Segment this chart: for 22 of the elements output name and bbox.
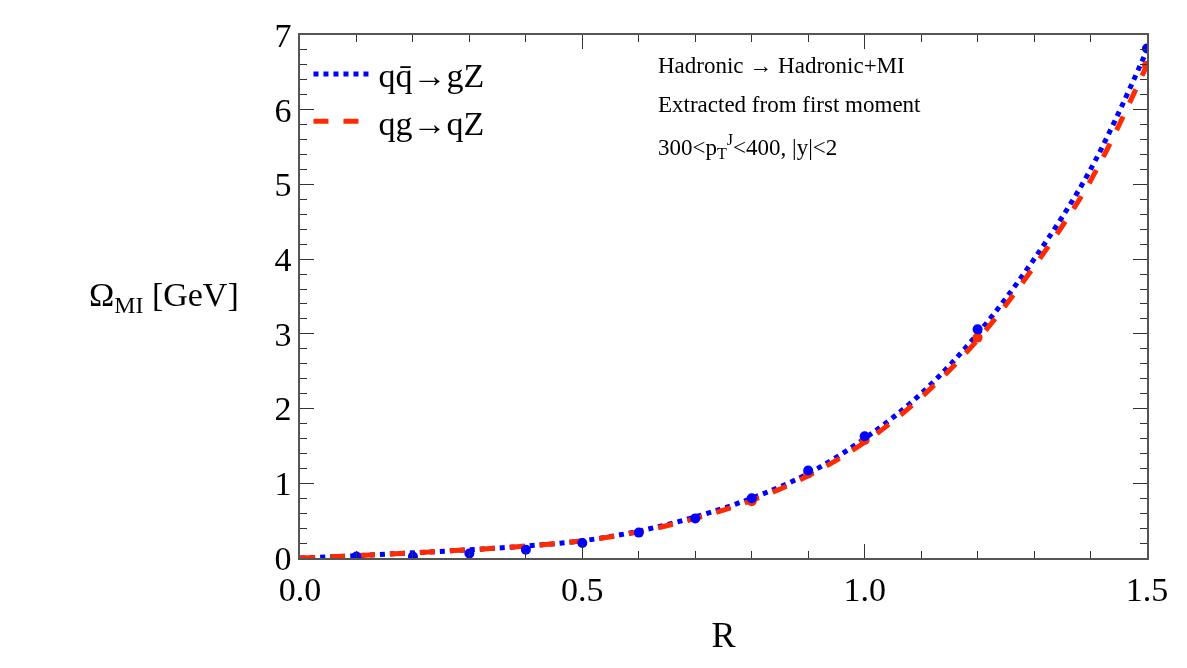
y-tick-label: 5 <box>274 166 292 204</box>
legend-label: qg→qZ <box>378 104 485 142</box>
y-tick-label: 1 <box>274 465 292 503</box>
point <box>633 527 644 538</box>
y-tick-label: 4 <box>274 241 292 279</box>
x-tick-label: 1.5 <box>1125 570 1169 608</box>
y-tick-label: 6 <box>274 91 292 129</box>
y-tick-label: 7 <box>274 16 292 54</box>
x-axis-title: R <box>711 614 736 655</box>
y-axis-title: Ω$_{MI}$ [GeV] <box>89 276 239 319</box>
annotation: Hadronic → Hadronic+MI <box>658 53 905 78</box>
point <box>577 538 588 549</box>
y-tick-label: 2 <box>274 390 292 428</box>
legend-label: qq̄→gZ <box>378 57 485 95</box>
point <box>690 513 701 524</box>
y-tick-label: 3 <box>274 315 292 353</box>
point <box>972 324 983 335</box>
x-tick-label: 0.5 <box>561 570 604 608</box>
annotation: 300<p$_{T}$$^{J}$<400, |y|<2 <box>658 131 838 163</box>
x-tick-label: 1.0 <box>843 570 886 608</box>
point <box>520 544 531 555</box>
annotation: Extracted from first moment <box>658 92 922 117</box>
